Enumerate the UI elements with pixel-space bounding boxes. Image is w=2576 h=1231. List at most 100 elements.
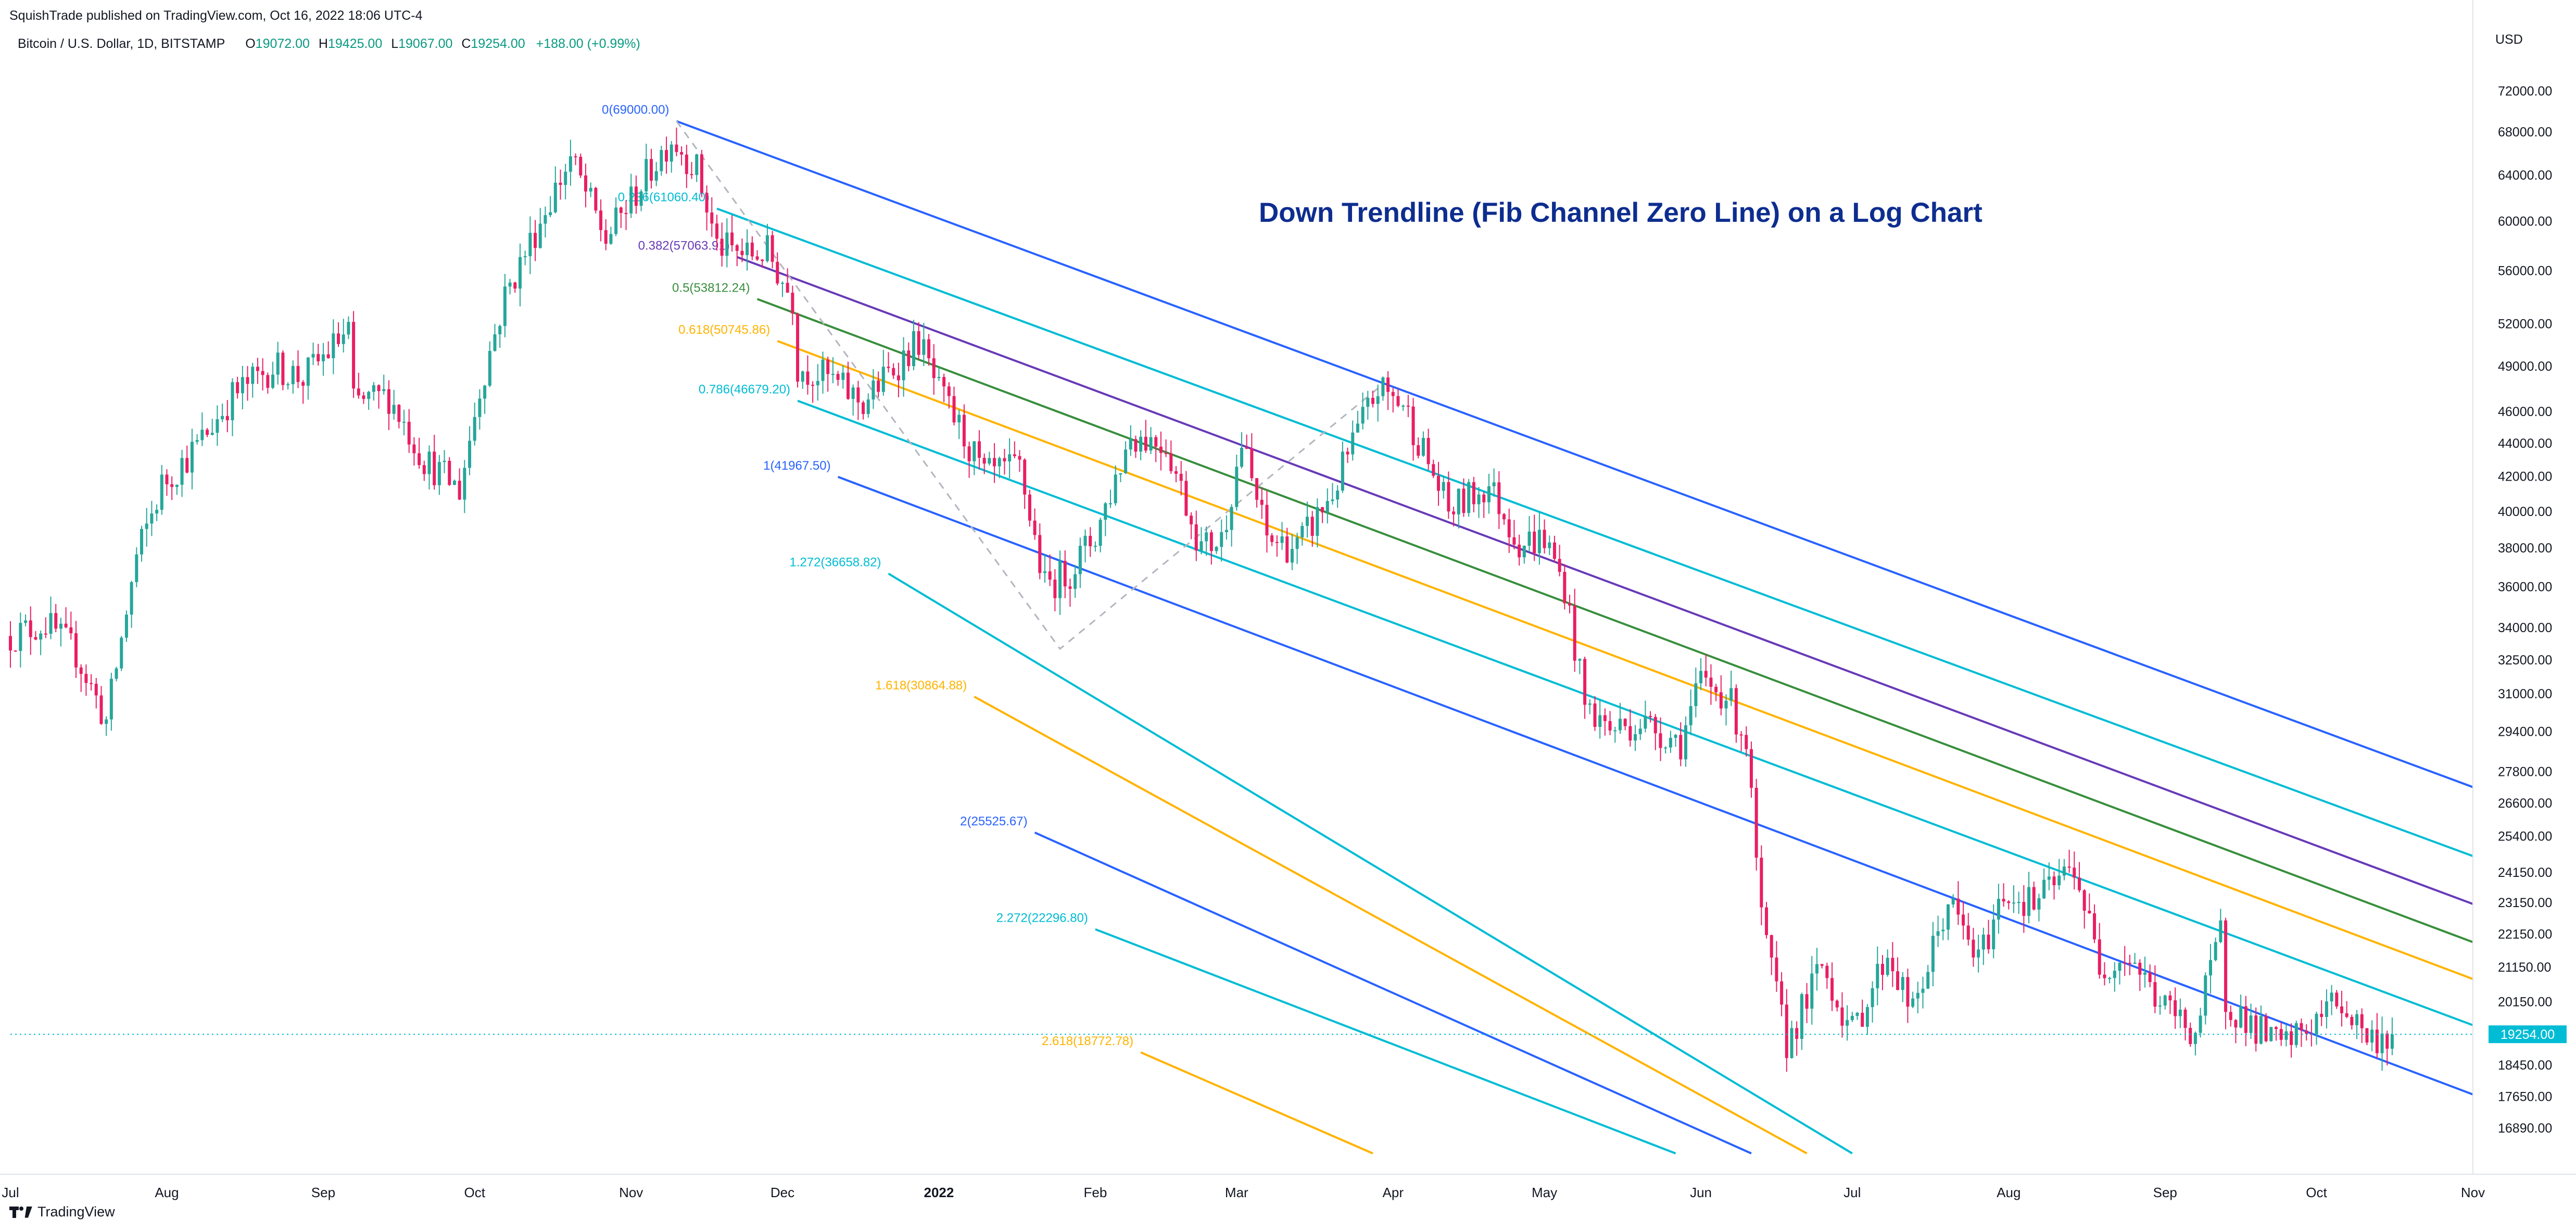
candle-body	[2098, 939, 2101, 975]
fib-level-line	[676, 120, 2473, 788]
candle-body	[1502, 514, 1506, 520]
time-tick-label: Nov	[2461, 1185, 2485, 1200]
candle-body	[816, 381, 819, 385]
candle-body	[1527, 531, 1531, 546]
candle-body	[1290, 549, 1294, 563]
price-tick-label: 23150.00	[2498, 896, 2552, 910]
candle-body	[649, 159, 653, 181]
footer-brand[interactable]: TradingView	[9, 1204, 115, 1220]
candle-body	[1285, 536, 1289, 563]
candle-body	[246, 377, 249, 384]
candle-body	[2007, 901, 2011, 903]
candle-body	[1649, 715, 1652, 717]
candle-body	[1169, 453, 1173, 471]
candle-body	[135, 554, 138, 582]
candle-body	[997, 458, 1001, 467]
candle-body	[665, 150, 668, 162]
candle-body	[776, 261, 779, 284]
candle-body	[175, 484, 179, 487]
candle-body	[165, 474, 169, 484]
candle-body	[1840, 1007, 1844, 1026]
candle-body	[589, 187, 592, 192]
candle-body	[1689, 706, 1693, 725]
candle-body	[1104, 503, 1107, 520]
candle-body	[1184, 481, 1188, 516]
candle-body	[2234, 1020, 2238, 1028]
candle-body	[1558, 559, 1561, 572]
candle-body	[64, 623, 68, 627]
candle-body	[24, 620, 28, 623]
candle-body	[418, 453, 421, 466]
candle-body	[2335, 993, 2339, 1007]
candle-body	[1552, 542, 1556, 559]
candle-body	[1472, 482, 1475, 505]
candle-body	[1946, 904, 1950, 930]
candle-body	[1795, 1028, 1799, 1039]
candle-body	[150, 513, 154, 524]
candle-body	[236, 382, 239, 394]
candle-body	[872, 380, 875, 400]
fib-level-label: 2.272(22296.80)	[996, 911, 1088, 925]
candle-body	[690, 174, 693, 175]
candle-body	[634, 186, 638, 206]
candle-body	[780, 283, 784, 284]
candle-body	[362, 395, 365, 399]
candle-body	[1921, 988, 1925, 993]
candle-body	[1023, 459, 1027, 495]
candle-body	[1815, 964, 1819, 974]
candle-body	[14, 650, 17, 652]
candle-body	[1386, 377, 1390, 392]
time-tick-label: Oct	[464, 1185, 485, 1200]
candle-body	[700, 154, 703, 193]
candle-body	[2330, 993, 2333, 1002]
candle-body	[1951, 898, 1955, 905]
candle-body	[680, 152, 684, 155]
candle-body	[2123, 962, 2127, 964]
candle-body	[1780, 981, 1784, 1005]
candle-body	[2082, 890, 2086, 911]
publisher-line: SquishTrade published on TradingView.com…	[9, 8, 423, 23]
candle-body	[1653, 717, 1657, 734]
candle-body	[2305, 1031, 2308, 1034]
candle-body	[1745, 735, 1748, 749]
time-tick-label: Aug	[1997, 1185, 2021, 1200]
candle-body	[2178, 1009, 2182, 1016]
candle-body	[1855, 1012, 1859, 1016]
candle-body	[564, 171, 567, 185]
candle-body	[1573, 605, 1576, 661]
candle-body	[326, 354, 330, 358]
candle-body	[1139, 436, 1143, 452]
time-tick-label: Apr	[1383, 1185, 1404, 1200]
price-tick-label: 24150.00	[2498, 865, 2552, 880]
candle-body	[2208, 960, 2212, 976]
candle-body	[2017, 902, 2021, 903]
candle-body	[2088, 910, 2091, 913]
candle-body	[483, 385, 487, 399]
candle-body	[740, 250, 744, 255]
candle-body	[1421, 438, 1425, 456]
candle-body	[1598, 715, 1602, 727]
candle-body	[1699, 671, 1703, 684]
candle-body	[2027, 887, 2031, 916]
candle-body	[1739, 734, 1743, 736]
candle-body	[120, 637, 123, 669]
candle-body	[2360, 1014, 2364, 1028]
fib-level-line	[837, 475, 2473, 1096]
price-tick-label: 31000.00	[2498, 687, 2552, 701]
candle-body	[862, 402, 865, 414]
candle-body	[2315, 1013, 2318, 1035]
candle-body	[1215, 547, 1218, 551]
candle-body	[271, 374, 275, 388]
candle-body	[2148, 972, 2152, 982]
candle-body	[1224, 530, 1228, 532]
candle-body	[261, 371, 264, 375]
candle-body	[1028, 494, 1031, 521]
candle-body	[1260, 499, 1264, 505]
candle-body	[755, 256, 759, 260]
candle-body	[2093, 913, 2097, 940]
candle-body	[967, 446, 971, 461]
candle-body	[1179, 473, 1183, 481]
candle-body	[1608, 721, 1612, 731]
fib-level-label: 0.236(61060.40)	[618, 191, 710, 205]
